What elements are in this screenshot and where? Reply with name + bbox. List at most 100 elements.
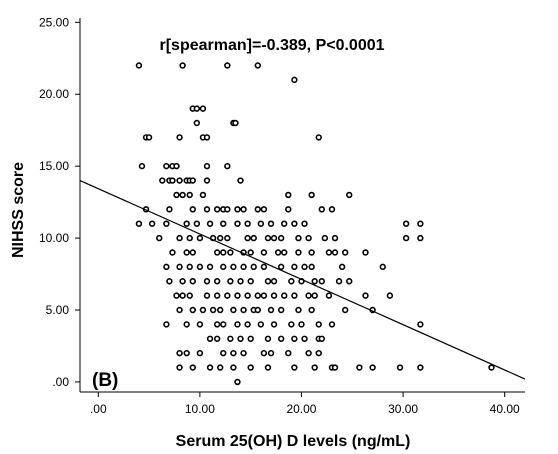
data-point bbox=[270, 292, 278, 299]
data-point bbox=[295, 249, 302, 256]
data-point bbox=[250, 263, 257, 271]
data-point bbox=[244, 292, 251, 299]
data-point bbox=[281, 220, 288, 227]
data-point bbox=[318, 335, 326, 342]
regression-line-group bbox=[79, 179, 526, 380]
data-point bbox=[257, 321, 265, 328]
data-point bbox=[240, 349, 247, 357]
data-point bbox=[227, 278, 234, 285]
data-point bbox=[196, 349, 204, 357]
data-point bbox=[217, 364, 224, 371]
data-point bbox=[234, 378, 241, 386]
data-point bbox=[247, 278, 254, 285]
data-point bbox=[346, 191, 353, 199]
data-point bbox=[270, 278, 278, 285]
data-point bbox=[346, 278, 353, 285]
data-point bbox=[267, 349, 275, 357]
data-point bbox=[203, 292, 211, 299]
x-tick-label: 10.00 bbox=[185, 402, 215, 416]
data-point bbox=[206, 263, 214, 271]
data-point bbox=[285, 206, 292, 213]
x-tick-label: 30.00 bbox=[388, 402, 418, 416]
data-point bbox=[176, 364, 183, 371]
data-point bbox=[244, 220, 251, 227]
data-point bbox=[176, 134, 183, 141]
data-point bbox=[291, 292, 298, 299]
data-point bbox=[250, 234, 257, 242]
data-point bbox=[179, 62, 186, 69]
y-tick-label: 10.00 bbox=[39, 231, 69, 245]
correlation-annotation: r[spearman]=-0.389, P<0.0001 bbox=[159, 37, 384, 54]
data-point bbox=[179, 292, 186, 299]
data-point bbox=[206, 364, 214, 371]
data-point bbox=[189, 206, 196, 213]
y-tick-label: 5.00 bbox=[46, 303, 70, 317]
data-point bbox=[163, 162, 170, 170]
data-point bbox=[237, 177, 244, 184]
data-point bbox=[291, 364, 298, 371]
data-point bbox=[189, 249, 196, 256]
data-point bbox=[362, 249, 369, 256]
data-point bbox=[173, 191, 180, 199]
data-point bbox=[386, 292, 394, 299]
data-point bbox=[247, 249, 254, 256]
data-point bbox=[189, 177, 196, 184]
data-point bbox=[159, 177, 166, 184]
data-point bbox=[189, 306, 196, 314]
regression-line bbox=[79, 179, 526, 380]
data-point bbox=[305, 234, 312, 242]
data-point bbox=[169, 177, 176, 184]
data-point bbox=[196, 263, 204, 271]
data-point bbox=[298, 321, 305, 328]
y-tick-label: 20.00 bbox=[39, 87, 69, 101]
data-point bbox=[135, 220, 143, 227]
data-point bbox=[234, 292, 241, 299]
data-point bbox=[232, 119, 239, 127]
data-point bbox=[189, 364, 196, 371]
data-point bbox=[244, 321, 251, 328]
data-point bbox=[173, 162, 180, 170]
data-point bbox=[179, 278, 186, 285]
data-point bbox=[264, 335, 272, 342]
data-points bbox=[135, 62, 495, 386]
data-point bbox=[260, 263, 268, 271]
data-point bbox=[267, 220, 275, 227]
data-point bbox=[206, 335, 214, 342]
data-point bbox=[213, 292, 221, 299]
data-point bbox=[237, 335, 244, 342]
data-point bbox=[203, 162, 211, 170]
data-point bbox=[301, 220, 308, 227]
data-point bbox=[183, 220, 190, 227]
data-point bbox=[277, 335, 285, 342]
data-point bbox=[189, 278, 196, 285]
data-point bbox=[328, 321, 336, 328]
data-point bbox=[270, 234, 278, 242]
data-point bbox=[417, 364, 424, 371]
data-point bbox=[203, 134, 211, 141]
data-point bbox=[224, 62, 231, 69]
data-point bbox=[247, 335, 254, 342]
data-point bbox=[237, 278, 244, 285]
data-point bbox=[240, 263, 247, 271]
data-point bbox=[264, 278, 272, 285]
data-point bbox=[291, 335, 298, 342]
data-point bbox=[193, 220, 201, 227]
data-point bbox=[295, 234, 302, 242]
data-point bbox=[291, 220, 298, 227]
data-point bbox=[311, 364, 318, 371]
data-point bbox=[277, 234, 285, 242]
data-point bbox=[176, 306, 183, 314]
data-point bbox=[186, 234, 193, 242]
data-point bbox=[220, 321, 227, 328]
data-point bbox=[145, 134, 153, 141]
data-point bbox=[417, 220, 424, 227]
data-point bbox=[291, 76, 298, 84]
y-tick-label: .00 bbox=[52, 375, 69, 389]
data-point bbox=[305, 292, 312, 299]
data-point bbox=[224, 292, 231, 299]
data-point bbox=[224, 206, 231, 213]
data-point bbox=[213, 321, 221, 328]
axes: .00 5.00 10.00 15.00 20.00 25.00 .00 10.00 20.00… bbox=[39, 15, 525, 416]
data-point bbox=[260, 292, 268, 299]
